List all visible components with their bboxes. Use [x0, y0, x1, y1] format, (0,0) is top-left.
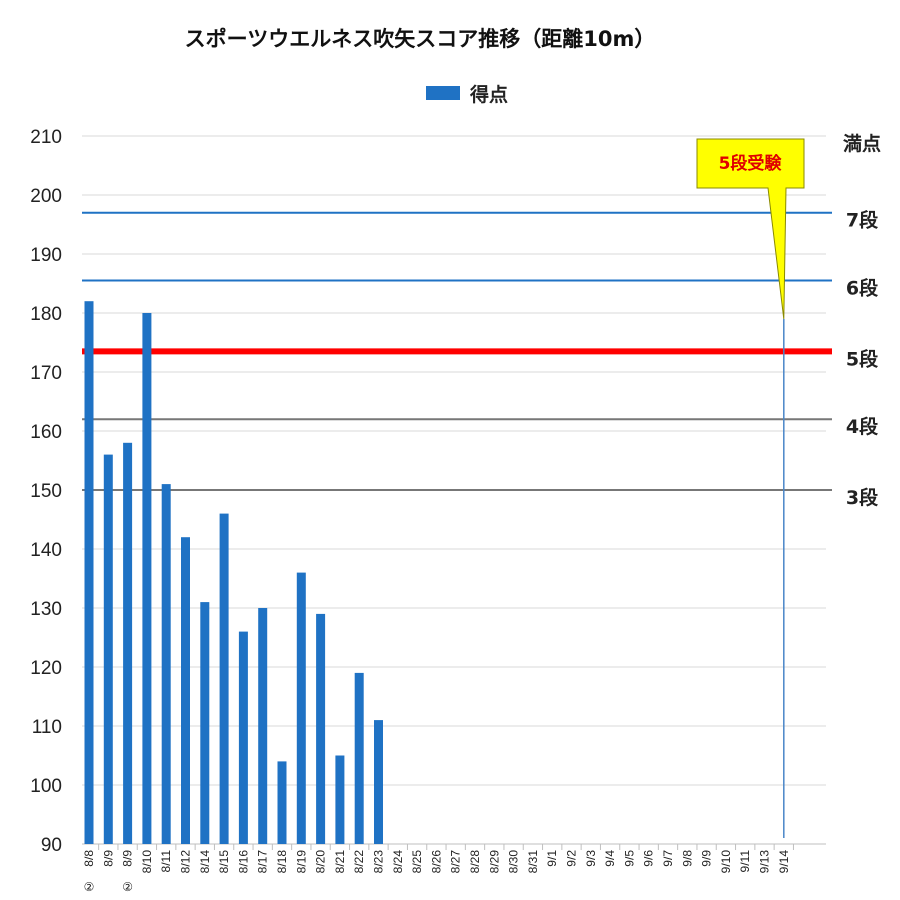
x-tick-label: 8/31: [526, 850, 540, 874]
bar: [316, 613, 326, 844]
y-tick-label: 150: [30, 481, 62, 502]
x-tick-label: 8/24: [391, 850, 405, 874]
threshold-label: 4段: [846, 415, 879, 438]
x-tick-label: 8/21: [333, 850, 347, 874]
bar: [219, 513, 229, 844]
bar: [123, 442, 133, 844]
y-tick-label: 160: [30, 422, 62, 443]
y-tick-label: 180: [30, 304, 62, 325]
bar: [161, 484, 171, 844]
y-axis: 210 200 190 180 170 160 150 140 130 120 110 100 90: [30, 127, 826, 856]
x-tick-label: 9/3: [584, 850, 598, 867]
x-tick-label: 8/22: [352, 850, 366, 874]
x-tick-label: 9/9: [700, 850, 714, 867]
y-tick-label: 100: [30, 776, 62, 797]
exam-annotation: 5段受験: [696, 138, 805, 838]
legend-swatch: [426, 86, 460, 100]
x-tick-label: 8/11: [159, 850, 173, 873]
legend-label: 得点: [469, 83, 508, 106]
y-tick-label: 170: [30, 363, 62, 384]
x-tick-label: 9/10: [719, 850, 733, 874]
threshold-label: 満点: [843, 133, 881, 155]
x-tick-label: 8/26: [429, 850, 443, 874]
x-tick-label: 9/6: [642, 850, 656, 867]
x-tick-label: 8/8: [82, 850, 96, 867]
rank-thresholds: 満点 7段 6段 5段 4段 3段: [82, 133, 881, 509]
bar: [277, 761, 287, 844]
x-tick-label: 9/4: [603, 850, 617, 867]
y-tick-label: 140: [30, 540, 62, 561]
bar: [84, 301, 94, 844]
x-axis: 8/8 ② 8/9 8/9 ② 8/10 8/11 8/12 8/14 8/15 8/16 8/17 8…: [82, 844, 794, 894]
bar: [354, 672, 364, 844]
bar: [374, 720, 383, 844]
y-tick-label: 130: [30, 599, 62, 620]
bar: [142, 313, 152, 844]
x-tick-label: 8/25: [410, 850, 424, 874]
x-tick-label: 9/14: [777, 850, 791, 874]
legend: 得点: [426, 83, 508, 106]
x-tick-label: 8/10: [140, 850, 154, 874]
y-tick-label: 120: [30, 658, 62, 679]
x-tick-label: 8/23: [372, 850, 386, 874]
x-tick-label: 9/5: [622, 850, 636, 867]
threshold-label: 3段: [846, 486, 879, 509]
x-tick-suffix: ②: [122, 880, 133, 894]
x-tick-label: 8/16: [236, 850, 250, 874]
bar: [181, 537, 190, 844]
y-tick-label: 200: [30, 186, 62, 207]
x-tick-label: 8/19: [294, 850, 308, 874]
x-tick-label: 9/1: [545, 850, 559, 867]
threshold-label: 7段: [846, 209, 879, 232]
x-tick-label: 9/8: [680, 850, 694, 867]
x-tick-label: 8/17: [256, 850, 270, 874]
threshold-label: 5段: [846, 347, 879, 370]
bar: [335, 755, 345, 844]
threshold-label: 6段: [846, 277, 879, 300]
x-tick-label: 8/9: [121, 850, 135, 867]
y-tick-label: 190: [30, 245, 62, 266]
x-tick-label: 8/28: [468, 850, 482, 874]
bar: [200, 602, 210, 844]
y-tick-label: 110: [32, 717, 62, 738]
x-tick-label: 8/20: [314, 850, 328, 874]
callout-text: 5段受験: [719, 153, 783, 174]
x-tick-label: 8/14: [198, 850, 212, 874]
y-tick-label: 210: [30, 127, 62, 148]
x-tick-label: 8/29: [487, 850, 501, 874]
chart-title: スポーツウエルネス吹矢スコア推移（距離10m）: [185, 27, 656, 51]
x-tick-label: 8/12: [179, 850, 193, 874]
x-tick-label: 8/9: [101, 850, 115, 867]
x-tick-label: 9/11: [738, 850, 752, 873]
bars: [84, 301, 383, 844]
x-tick-label: 9/7: [661, 850, 675, 867]
x-tick-label: 8/18: [275, 850, 289, 874]
x-tick-suffix: ②: [84, 880, 95, 894]
x-tick-label: 9/2: [565, 850, 579, 867]
x-tick-label: 8/27: [449, 850, 463, 874]
x-tick-label: 8/15: [217, 850, 231, 874]
x-tick-label: 9/13: [758, 850, 772, 874]
bar: [258, 608, 268, 844]
bar: [296, 572, 306, 844]
bar: [238, 631, 248, 844]
y-tick-label: 90: [41, 835, 62, 856]
x-tick-label: 8/30: [507, 850, 521, 874]
callout-box: [696, 138, 805, 319]
bar: [103, 454, 113, 844]
